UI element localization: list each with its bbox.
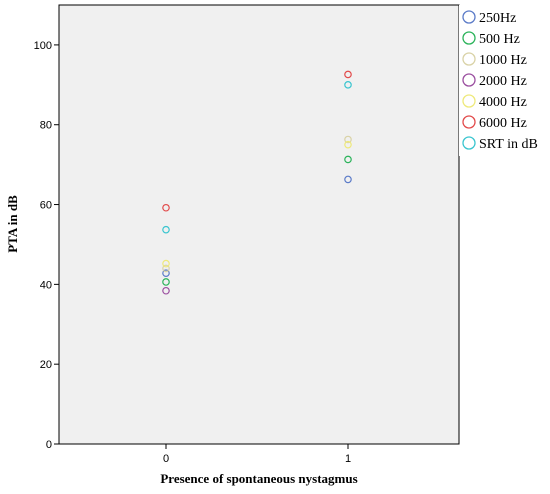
legend-marker (462, 136, 476, 150)
data-point (344, 155, 352, 164)
data-point (344, 135, 352, 144)
data-point (344, 70, 352, 79)
data-points (162, 70, 352, 295)
legend: 250Hz 500 Hz 1000 Hz 2000 Hz 4000 Hz 6000 Hz S… (462, 10, 538, 152)
legend-marker (462, 94, 476, 108)
legend-marker (462, 73, 476, 87)
legend-box (459, 5, 549, 156)
x-axis-title: Presence of spontaneous nystagmus (160, 471, 357, 486)
x-tick-label: 0 (163, 453, 169, 465)
plot-area (58, 4, 460, 445)
legend-label: 250Hz (479, 11, 516, 26)
legend-label: 500 Hz (479, 32, 520, 47)
data-point (162, 278, 170, 286)
legend-marker (462, 31, 476, 45)
legend-marker (462, 52, 476, 66)
legend-marker (462, 10, 476, 24)
legend-label: 6000 Hz (479, 116, 527, 131)
data-point (162, 269, 170, 277)
data-point (162, 203, 170, 212)
y-tick-label: 20 (40, 359, 52, 371)
data-point (162, 264, 170, 273)
y-tick-label: 80 (40, 120, 52, 132)
data-point (344, 81, 352, 89)
data-point (162, 286, 170, 295)
data-point (344, 175, 352, 184)
data-point (162, 259, 170, 268)
legend-marker (462, 115, 476, 129)
x-tick-label: 1 (345, 453, 351, 465)
data-point (162, 225, 170, 234)
y-tick-label: 100 (34, 40, 52, 52)
y-axis-title: PTA in dB (5, 195, 20, 253)
legend-label: 2000 Hz (479, 74, 527, 89)
y-tick-label: 60 (40, 200, 52, 212)
y-axis: 0 20 40 60 80 100 (34, 40, 59, 451)
y-tick-label: 40 (40, 279, 52, 291)
legend-label: 1000 Hz (479, 53, 527, 68)
legend-label: 4000 Hz (479, 95, 527, 110)
data-point (344, 140, 352, 149)
legend-label: SRT in dB (479, 137, 538, 152)
y-tick-label: 0 (46, 439, 52, 451)
